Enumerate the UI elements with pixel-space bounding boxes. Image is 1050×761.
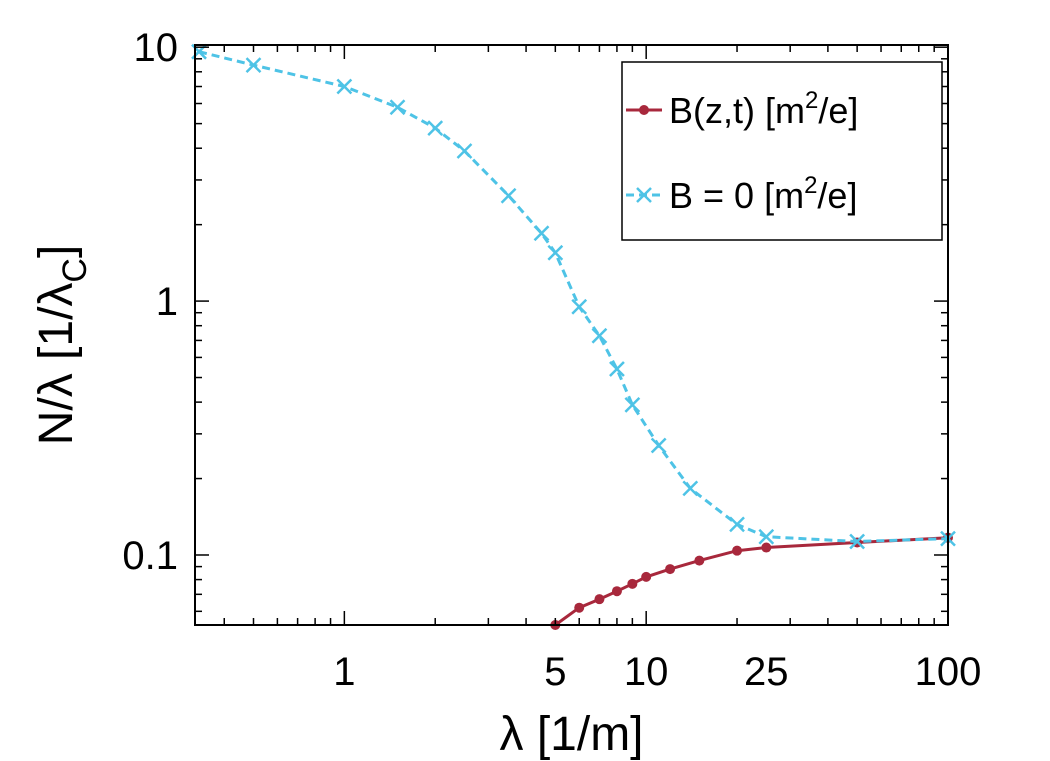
legend-label-b-zt-sup: 2 [805, 87, 818, 114]
y-axis-label-subscript: C [56, 258, 94, 283]
data-point [694, 555, 705, 566]
tick-layer [195, 45, 949, 625]
legend-label-b-zero-post: /e] [817, 175, 857, 216]
y-tick-label: 1 [156, 280, 178, 324]
data-point [641, 571, 652, 582]
tick-label-layer: 1 5 10 25 100 0.1 1 10 [122, 26, 981, 694]
series-b-zero [191, 43, 956, 550]
x-tick-label: 5 [544, 650, 566, 694]
legend-label-b-zt-post: /e] [818, 90, 858, 131]
legend-label-b-zt: B(z,t) [m2/e] [669, 87, 858, 131]
data-point [611, 586, 622, 597]
data-point [758, 528, 775, 545]
plot-frame [194, 44, 949, 626]
legend-label-b-zt-pre: B(z,t) [m [669, 90, 805, 131]
legend-label-b-zero-pre: B = 0 [m [669, 175, 804, 216]
x-tick-label: 1 [333, 650, 355, 694]
data-point [547, 244, 564, 261]
data-point [456, 143, 473, 159]
legend-marker-dot [639, 105, 649, 115]
x-tick-label: 25 [744, 650, 789, 694]
series-layer [191, 43, 956, 630]
legend-entry-b-zero: B = 0 [m2/e] [626, 172, 857, 216]
data-point [732, 545, 743, 556]
data-point [245, 57, 262, 73]
data-point [427, 120, 444, 137]
data-point [591, 327, 608, 344]
legend-label-b-zero-sup: 2 [804, 172, 817, 199]
x-tick-label: 100 [915, 650, 982, 694]
legend-marker-x-glyph [636, 187, 652, 203]
legend-label-b-zero: B = 0 [m2/e] [669, 172, 857, 216]
data-point [336, 78, 353, 95]
legend-entry-b-zt: B(z,t) [m2/e] [626, 87, 858, 131]
data-point [665, 564, 676, 575]
x-axis-label: λ [1/m] [499, 708, 643, 761]
data-point [594, 594, 605, 605]
legend: B(z,t) [m2/e] B = 0 [m2/e] [621, 61, 943, 241]
x-tick-label: 10 [624, 650, 669, 694]
data-point [389, 99, 406, 116]
data-point [533, 225, 550, 242]
y-axis-label-close: ] [30, 245, 83, 258]
y-axis-label: N/λ [1/λC] [30, 245, 94, 446]
data-point [650, 437, 667, 454]
legend-marker-x [636, 187, 652, 203]
y-tick-label: 0.1 [122, 534, 178, 578]
data-point [500, 187, 517, 204]
data-point [624, 397, 641, 413]
data-point [627, 578, 638, 589]
data-point [682, 480, 699, 497]
data-point [761, 542, 772, 553]
data-point [609, 361, 625, 377]
y-tick-label: 10 [134, 26, 179, 70]
data-point [729, 516, 745, 533]
data-point [571, 298, 588, 315]
legend-box [621, 61, 943, 241]
y-axis-label-main: N/λ [1/λ [30, 283, 83, 446]
data-point [574, 602, 585, 613]
data-point [849, 533, 866, 550]
